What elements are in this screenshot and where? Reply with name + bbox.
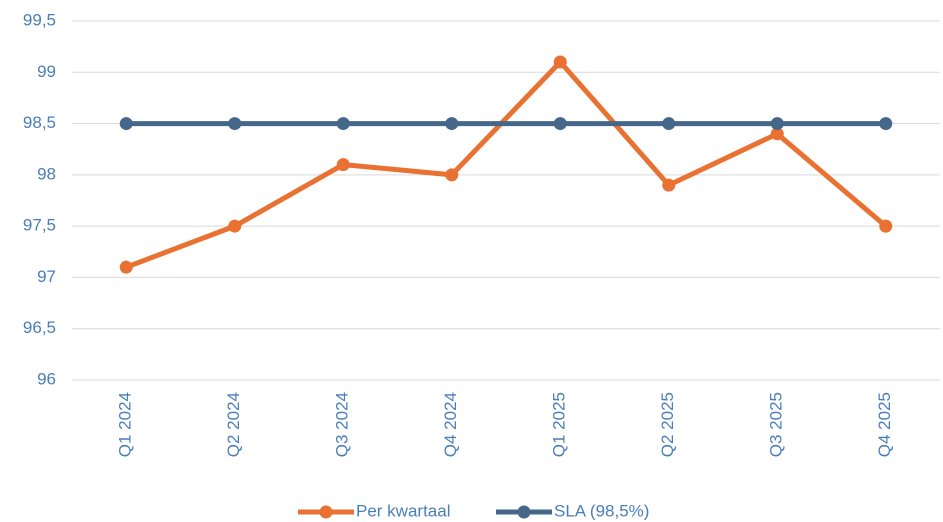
y-tick-label: 96	[37, 369, 56, 388]
legend-label: Per kwartaal	[356, 501, 450, 520]
marker	[119, 260, 133, 274]
marker	[662, 178, 676, 192]
y-tick-label: 98,5	[23, 113, 56, 132]
marker	[879, 117, 893, 131]
x-tick-label: Q3 2024	[333, 392, 352, 457]
x-tick-label: Q2 2025	[658, 392, 677, 457]
marker	[445, 117, 459, 131]
y-tick-label: 98	[37, 164, 56, 183]
x-tick-label: Q4 2025	[875, 392, 894, 457]
marker	[228, 117, 242, 131]
marker	[445, 168, 459, 182]
x-tick-label: Q4 2024	[441, 392, 460, 457]
y-tick-label: 97	[37, 267, 56, 286]
marker	[553, 55, 567, 69]
marker	[662, 117, 676, 131]
legend-marker	[319, 505, 333, 519]
y-tick-label: 99	[37, 62, 56, 81]
x-tick-label: Q1 2025	[550, 392, 569, 457]
x-tick-label: Q2 2024	[224, 392, 243, 457]
y-tick-label: 96,5	[23, 318, 56, 337]
marker	[119, 117, 133, 131]
y-tick-label: 97,5	[23, 216, 56, 235]
x-tick-label: Q3 2025	[767, 392, 786, 457]
legend-marker	[517, 505, 531, 519]
marker	[553, 117, 567, 131]
marker	[770, 127, 784, 141]
legend-label: SLA (98,5%)	[554, 501, 649, 520]
x-tick-label: Q1 2024	[116, 392, 135, 457]
marker	[879, 219, 893, 233]
series-line	[125, 59, 888, 270]
marker	[336, 158, 350, 172]
marker	[228, 219, 242, 233]
marker	[770, 117, 784, 131]
marker	[336, 117, 350, 131]
y-tick-label: 99,5	[23, 10, 56, 29]
